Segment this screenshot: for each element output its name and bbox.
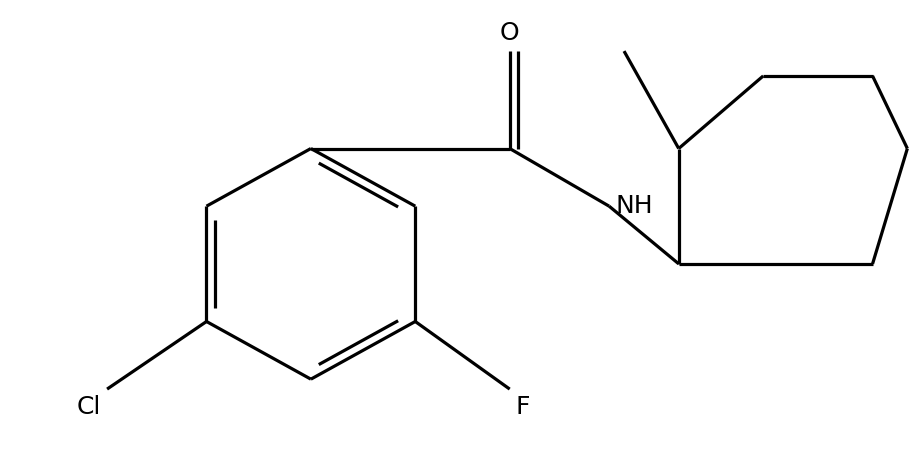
Text: F: F <box>516 395 529 419</box>
Text: Cl: Cl <box>76 395 101 419</box>
Text: NH: NH <box>615 194 652 218</box>
Text: O: O <box>499 21 519 45</box>
